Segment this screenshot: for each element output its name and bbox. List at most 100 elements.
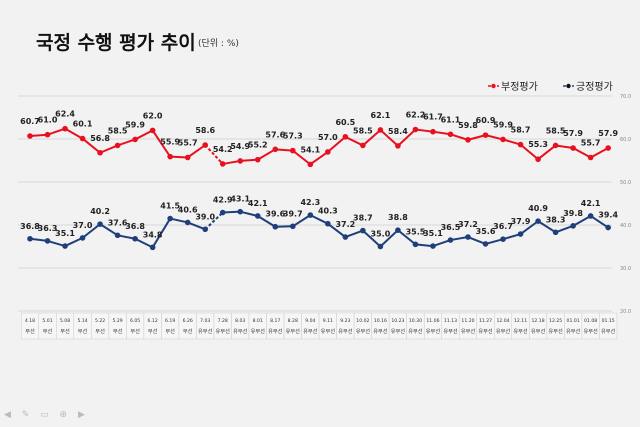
survey-method-label: 무선 — [95, 327, 105, 335]
data-label: 55.7 — [581, 138, 601, 147]
x-tick-label: 5.08 — [60, 318, 70, 324]
series-segment — [502, 138, 521, 146]
data-point — [27, 235, 33, 242]
data-point — [377, 243, 384, 250]
data-point — [500, 136, 506, 143]
x-tick-label: 8.28 — [288, 318, 298, 324]
data-point — [27, 133, 33, 139]
data-label: 40.6 — [178, 205, 198, 214]
data-point — [202, 226, 208, 233]
x-tick-label: 7.03 — [200, 318, 210, 324]
series-segment — [99, 144, 118, 154]
series-segment — [47, 127, 66, 136]
data-label: 37.0 — [73, 221, 93, 230]
data-point — [552, 229, 559, 236]
data-label: 62.2 — [406, 111, 426, 120]
table-cell — [231, 312, 250, 340]
table-cell — [599, 312, 618, 340]
table-cell — [56, 312, 75, 340]
series-segment — [222, 159, 241, 165]
data-point — [430, 243, 436, 249]
data-point — [535, 156, 541, 163]
y-tick-label: 60.0 — [620, 137, 631, 143]
data-point — [290, 223, 296, 230]
x-tick-label: 5.22 — [95, 318, 105, 324]
data-point — [62, 243, 68, 249]
series-segment — [572, 215, 592, 227]
x-tick-label: 9.23 — [340, 318, 350, 324]
data-point — [237, 208, 244, 215]
series-segment — [151, 218, 172, 248]
data-point — [272, 146, 279, 153]
survey-method-label: 유무선 — [478, 327, 493, 335]
data-point — [149, 244, 156, 251]
survey-method-label: 유무선 — [268, 327, 283, 335]
series-segment — [572, 147, 592, 159]
survey-method-label: 유무선 — [286, 327, 301, 335]
survey-method-label: 유무선 — [251, 327, 266, 335]
series-segment — [292, 149, 311, 166]
x-tick-label: 8.01 — [253, 318, 263, 324]
series-segment — [117, 234, 136, 240]
table-cell — [371, 312, 390, 340]
series-segment — [134, 237, 154, 249]
table-cell — [441, 312, 460, 340]
data-point — [605, 145, 611, 151]
data-label: 36.3 — [38, 224, 58, 233]
data-label: 58.6 — [195, 126, 215, 135]
series-segment — [151, 129, 171, 158]
series-segment — [292, 214, 311, 228]
data-label: 38.7 — [353, 214, 373, 223]
series-segment — [257, 215, 276, 228]
x-tick-label: 9.11 — [323, 318, 333, 324]
data-label: 62.1 — [371, 111, 391, 120]
data-label: 59.8 — [458, 121, 478, 130]
data-point — [535, 218, 541, 224]
data-point — [44, 238, 51, 244]
survey-method-label: 유무선 — [373, 327, 388, 335]
data-point — [360, 142, 366, 149]
data-point — [307, 212, 314, 218]
data-point — [587, 213, 594, 219]
data-label: 39.6 — [265, 210, 285, 219]
data-label: 35.0 — [371, 230, 391, 239]
x-tick-label: 12.25 — [549, 318, 562, 324]
table-cell — [91, 312, 110, 340]
data-label: 39.7 — [283, 209, 303, 218]
data-label: 37.6 — [108, 218, 128, 227]
y-tick-label: 40.0 — [620, 223, 631, 229]
x-tick-label: 4.18 — [25, 318, 35, 324]
table-cell — [423, 312, 442, 340]
legend-label: 부정평가 — [501, 81, 538, 93]
data-point — [412, 241, 419, 248]
data-label: 54.1 — [300, 145, 320, 154]
data-point — [482, 241, 489, 247]
survey-method-label: 무선 — [130, 327, 140, 335]
table-cell — [73, 312, 92, 340]
data-label: 36.8 — [125, 222, 145, 231]
x-tick-label: 10.02 — [356, 318, 369, 324]
series-segment — [379, 129, 399, 147]
data-label: 43.1 — [230, 195, 250, 204]
data-label: 55.3 — [528, 140, 548, 149]
survey-method-label: 유무선 — [216, 327, 231, 335]
slide-toolbar-icons: ◀ ✎ ▭ ⊕ ▶ — [4, 410, 89, 420]
data-point — [237, 158, 244, 164]
data-label: 62.4 — [55, 110, 75, 119]
data-label: 57.9 — [598, 129, 618, 138]
series-segment — [187, 221, 206, 231]
data-point — [325, 149, 331, 155]
x-tick-label: 01.08 — [584, 318, 597, 324]
series-segment — [29, 133, 48, 137]
data-label: 41.5 — [160, 202, 180, 211]
survey-method-label: 무선 — [78, 327, 88, 335]
table-cell — [178, 312, 197, 340]
data-label: 61.0 — [38, 116, 58, 125]
series-segment — [170, 155, 188, 159]
data-point — [62, 125, 68, 132]
data-label: 60.7 — [20, 117, 40, 126]
table-cell — [511, 312, 530, 340]
data-label: 58.5 — [108, 126, 128, 135]
x-tick-label: 6.19 — [165, 318, 175, 324]
series-segment — [344, 135, 364, 147]
